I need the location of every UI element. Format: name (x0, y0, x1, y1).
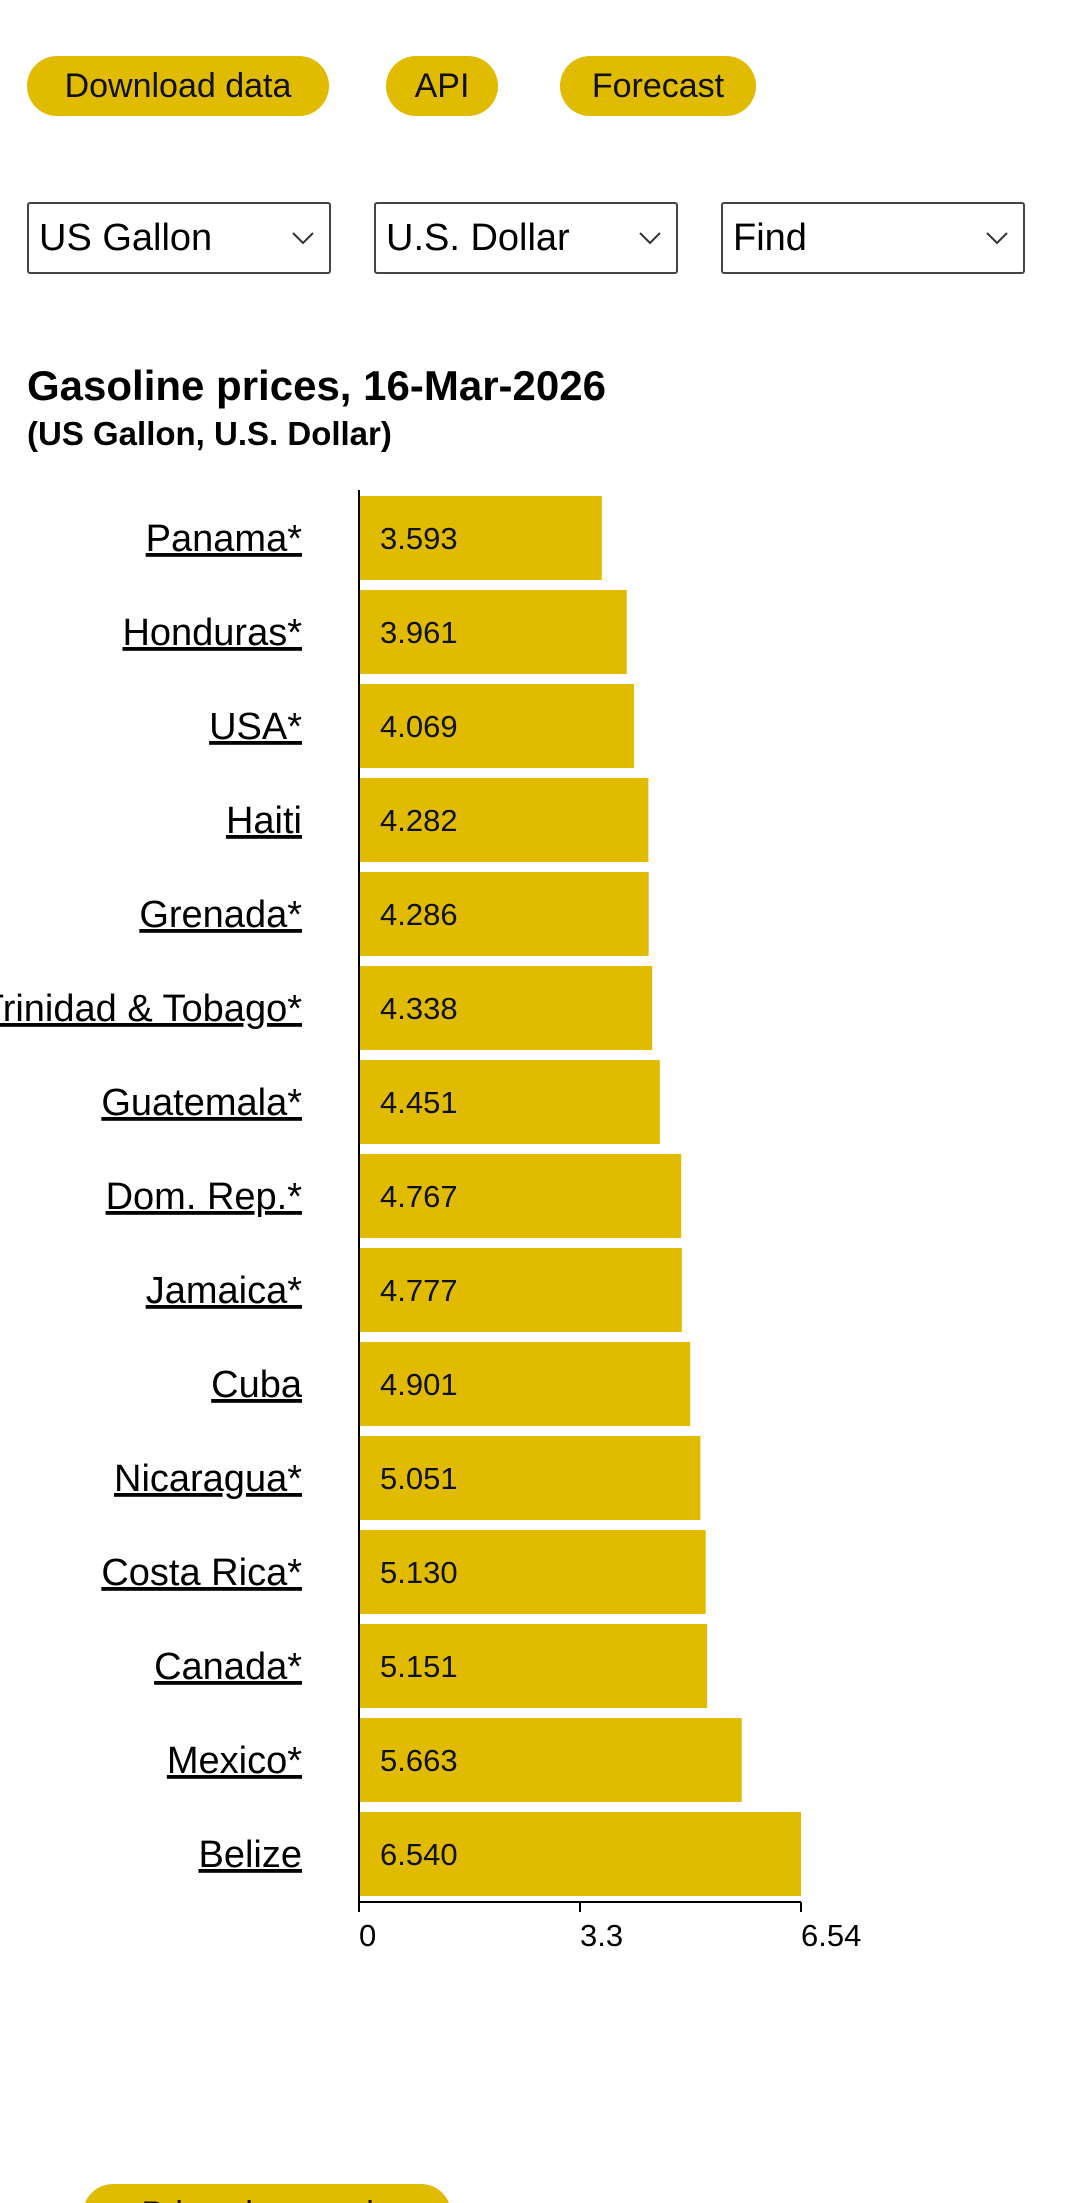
country-link[interactable]: Belize (199, 1834, 303, 1876)
bar-value-label: 3.593 (380, 521, 458, 556)
country-link[interactable]: Mexico* (167, 1740, 302, 1782)
country-link[interactable]: Dom. Rep.* (106, 1176, 303, 1218)
country-link[interactable]: Guatemala* (101, 1082, 302, 1124)
forecast-button[interactable]: Forecast (560, 56, 756, 116)
bar (359, 1060, 660, 1144)
country-link[interactable]: Cuba (211, 1364, 303, 1406)
country-link[interactable]: Jamaica* (146, 1270, 302, 1312)
bar (359, 590, 627, 674)
chevron-down-icon (986, 232, 1008, 245)
api-button[interactable]: API (386, 56, 498, 116)
price-changes-button[interactable]: Price changes in (83, 2184, 451, 2203)
x-tick-label: 3.3 (580, 1918, 623, 1953)
bar (359, 496, 602, 580)
bar-value-label: 5.051 (380, 1461, 458, 1496)
bar-value-label: 4.069 (380, 709, 458, 744)
country-link[interactable]: Canada* (154, 1646, 302, 1688)
country-link[interactable]: Haiti (226, 800, 302, 842)
bar (359, 778, 649, 862)
x-tick-label: 0 (359, 1918, 376, 1953)
country-link[interactable]: Nicaragua* (114, 1458, 302, 1500)
bar (359, 1624, 708, 1708)
country-link[interactable]: Trinidad & Tobago* (0, 988, 302, 1030)
bar-value-label: 4.282 (380, 803, 458, 838)
bar-value-label: 3.961 (380, 615, 458, 650)
chevron-down-icon (292, 232, 314, 245)
currency-select-value: U.S. Dollar (386, 217, 570, 259)
bar-value-label: 4.901 (380, 1367, 458, 1402)
chart-title: Gasoline prices, 16-Mar-2026 (27, 362, 606, 409)
bar (359, 1812, 801, 1896)
download-data-button[interactable]: Download data (27, 56, 329, 116)
bar-value-label: 4.767 (380, 1179, 458, 1214)
unit-select[interactable]: US Gallon (27, 202, 331, 274)
bar (359, 684, 634, 768)
bar-value-label: 5.130 (380, 1555, 458, 1590)
gasoline-price-bar-chart: Panama* Honduras* USA* Haiti Grenada* Trinid… (0, 490, 861, 1953)
bar (359, 1342, 691, 1426)
bar-value-label: 4.777 (380, 1273, 458, 1308)
bar-value-label: 5.663 (380, 1743, 458, 1778)
bar-value-label: 6.540 (380, 1837, 458, 1872)
bar (359, 1436, 701, 1520)
country-link[interactable]: Honduras* (122, 612, 302, 654)
country-link[interactable]: Costa Rica* (101, 1552, 302, 1594)
x-tick-label: 6.54 (801, 1918, 861, 1953)
country-link[interactable]: Panama* (146, 518, 303, 560)
unit-select-value: US Gallon (39, 217, 213, 259)
find-select[interactable]: Find (721, 202, 1025, 274)
currency-select[interactable]: U.S. Dollar (374, 202, 678, 274)
bar-value-label: 4.451 (380, 1085, 458, 1120)
bar (359, 1154, 682, 1238)
bar (359, 1248, 682, 1332)
bar (359, 1718, 742, 1802)
bar-value-label: 4.338 (380, 991, 458, 1026)
bar (359, 966, 653, 1050)
find-select-value: Find (733, 217, 807, 259)
country-link[interactable]: Grenada* (139, 894, 302, 936)
bar-value-label: 4.286 (380, 897, 458, 932)
country-link[interactable]: USA* (209, 706, 302, 748)
bar (359, 1530, 706, 1614)
bar-value-label: 5.151 (380, 1649, 458, 1684)
chart-subtitle: (US Gallon, U.S. Dollar) (27, 415, 392, 452)
bar (359, 872, 649, 956)
chevron-down-icon (639, 232, 661, 245)
